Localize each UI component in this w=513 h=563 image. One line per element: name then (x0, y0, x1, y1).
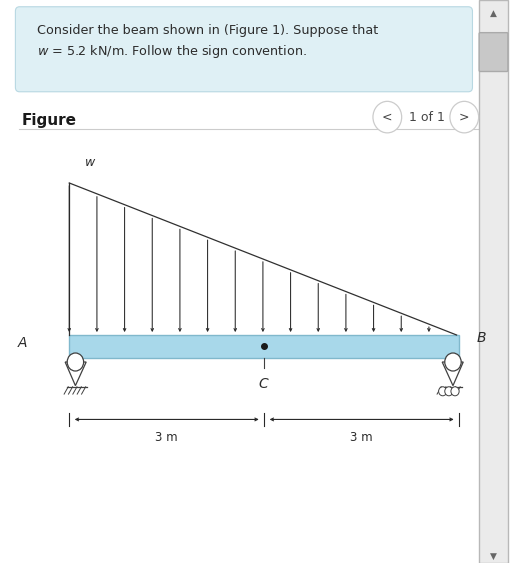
Circle shape (445, 387, 453, 396)
FancyBboxPatch shape (69, 335, 459, 358)
FancyBboxPatch shape (15, 7, 472, 92)
Text: $C$: $C$ (259, 377, 270, 391)
Text: 3 m: 3 m (350, 431, 373, 444)
FancyBboxPatch shape (479, 33, 508, 72)
Text: 3 m: 3 m (155, 431, 178, 444)
Circle shape (445, 353, 461, 371)
Circle shape (67, 353, 84, 371)
Circle shape (451, 387, 459, 396)
Text: 1 of 1: 1 of 1 (409, 110, 445, 124)
Text: <: < (382, 110, 392, 124)
Text: ▲: ▲ (490, 9, 497, 18)
Text: Consider the beam shown in (Figure 1). Suppose that: Consider the beam shown in (Figure 1). S… (37, 24, 378, 37)
Text: A: A (18, 337, 28, 350)
Circle shape (450, 101, 479, 133)
Text: Figure: Figure (22, 113, 76, 128)
Polygon shape (65, 362, 86, 386)
Polygon shape (442, 362, 463, 386)
Circle shape (373, 101, 402, 133)
Text: $w$: $w$ (84, 156, 96, 169)
Text: $w$ = 5.2 kN/m. Follow the sign convention.: $w$ = 5.2 kN/m. Follow the sign conventi… (37, 43, 307, 60)
Text: B: B (477, 331, 487, 345)
Text: ▼: ▼ (490, 552, 497, 561)
Circle shape (439, 387, 447, 396)
Text: >: > (459, 110, 469, 124)
FancyBboxPatch shape (479, 0, 508, 563)
